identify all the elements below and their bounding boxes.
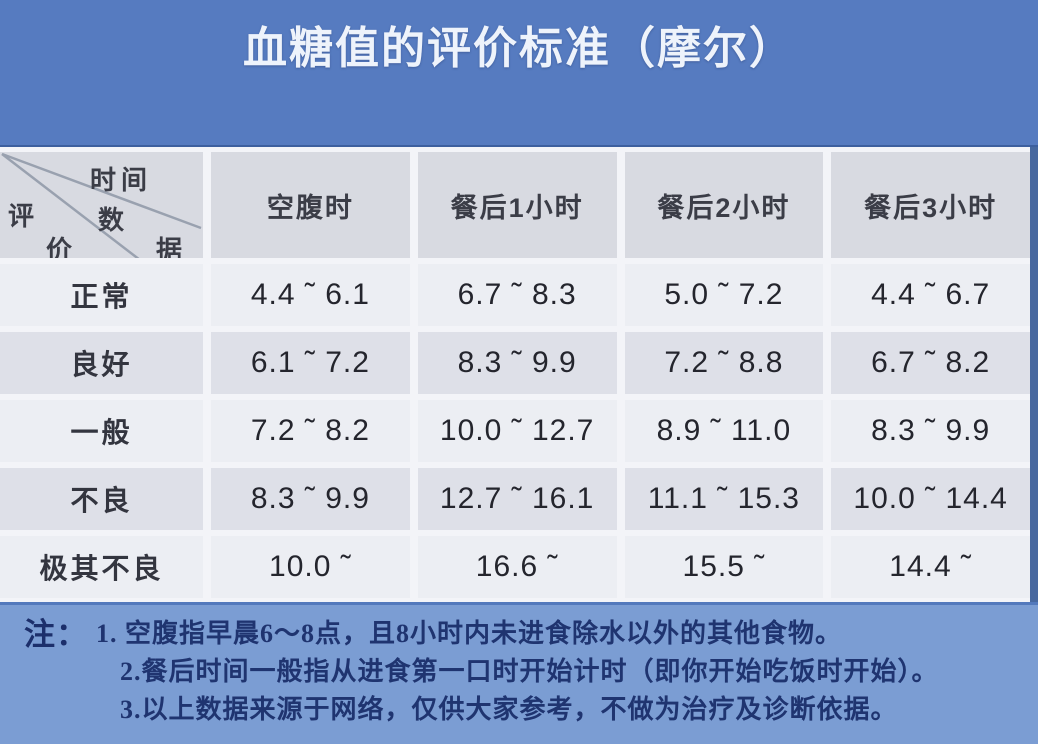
value-cell: 16.6 ˜ <box>417 536 617 598</box>
value-cell: 7.2 ˜ 8.8 <box>624 332 824 394</box>
value-cell: 6.1 ˜ 7.2 <box>211 332 410 394</box>
value-cell: 4.4 ˜ 6.1 <box>211 264 410 326</box>
value-cell: 6.7 ˜ 8.3 <box>417 264 617 326</box>
row-label-poor: 不良 <box>0 468 203 530</box>
column-header-3h-after-meal: 餐后3小时 <box>831 152 1030 258</box>
value-cell: 5.0 ˜ 7.2 <box>624 264 824 326</box>
right-edge-strip <box>1030 147 1038 602</box>
value-cell: 8.9 ˜ 11.0 <box>624 400 824 462</box>
corner-label-data-bottom: 据 <box>156 235 183 258</box>
title-banner: 血糖值的评价标准（摩尔） <box>0 0 1038 147</box>
value-cell: 15.5 ˜ <box>624 536 824 598</box>
value-cell: 8.3 ˜ 9.9 <box>831 400 1030 462</box>
value-cell: 6.7 ˜ 8.2 <box>831 332 1030 394</box>
corner-label-eval-top: 评 <box>8 201 35 231</box>
corner-cell: 时间 评 价 数 据 <box>0 152 203 258</box>
glucose-table: 时间 评 价 数 据 空腹时 餐后1小时 餐后2小时 餐后3小时 正常 4.4 … <box>0 147 1030 602</box>
value-cell: 10.0 ˜ 14.4 <box>831 468 1030 530</box>
column-header-fasting: 空腹时 <box>211 152 410 258</box>
corner-label-data-top: 数 <box>98 205 125 235</box>
column-header-1h-after-meal: 餐后1小时 <box>417 152 617 258</box>
value-cell: 8.3 ˜ 9.9 <box>417 332 617 394</box>
value-cell: 12.7 ˜ 16.1 <box>417 468 617 530</box>
value-cell: 10.0 ˜ 12.7 <box>417 400 617 462</box>
diagonal-lines <box>1 152 202 258</box>
corner-label-eval-bottom: 价 <box>46 235 73 258</box>
row-label-average: 一般 <box>0 400 203 462</box>
value-cell: 10.0 ˜ <box>211 536 410 598</box>
value-cell: 11.1 ˜ 15.3 <box>624 468 824 530</box>
column-header-2h-after-meal: 餐后2小时 <box>624 152 824 258</box>
value-cell: 7.2 ˜ 8.2 <box>211 400 410 462</box>
row-label-normal: 正常 <box>0 264 203 326</box>
value-cell: 4.4 ˜ 6.7 <box>831 264 1030 326</box>
page-title: 血糖值的评价标准（摩尔） <box>243 24 795 73</box>
note-line-2: 2.餐后时间一般指从进食第一口时开始计时（即你开始吃饭时开始）。 <box>120 657 939 686</box>
corner-label-time: 时间 <box>90 165 153 195</box>
notes-section: 注： 1. 空腹指早晨6～8点，且8小时内未进食除水以外的其他食物。 2.餐后时… <box>0 602 1038 744</box>
row-label-good: 良好 <box>0 332 203 394</box>
notes-marker: 注： <box>24 617 88 652</box>
value-cell: 14.4 ˜ <box>831 536 1030 598</box>
note-line-3: 3.以上数据来源于网络，仅供大家参考，不做为治疗及诊断依据。 <box>120 695 898 724</box>
note-line-1: 1. 空腹指早晨6～8点，且8小时内未进食除水以外的其他食物。 <box>96 619 843 648</box>
row-label-extremely-poor: 极其不良 <box>0 536 203 598</box>
value-cell: 8.3 ˜ 9.9 <box>211 468 410 530</box>
